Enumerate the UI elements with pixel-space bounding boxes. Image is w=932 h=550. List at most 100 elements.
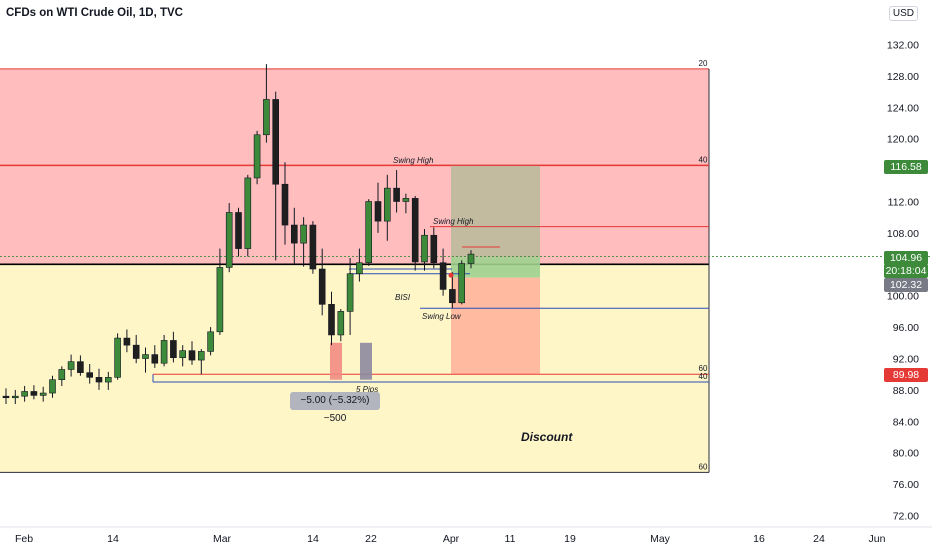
candle	[58, 369, 66, 380]
candle	[421, 234, 428, 263]
candle	[2, 395, 10, 399]
y-tick-label: 124.00	[887, 102, 919, 114]
pips-marker	[330, 342, 342, 380]
target-box	[451, 165, 540, 258]
candle	[467, 253, 475, 264]
candle	[67, 361, 75, 370]
candle	[439, 262, 447, 290]
stop-box	[451, 277, 540, 375]
candle	[30, 391, 38, 396]
candle	[160, 340, 168, 364]
candle	[49, 379, 56, 394]
y-tick-label: 120.00	[887, 134, 919, 146]
y-tick-label: 108.00	[887, 228, 919, 240]
y-tick-label: 132.00	[887, 40, 919, 52]
swing-low-label: Swing Low	[422, 312, 462, 321]
candle	[449, 289, 456, 304]
fib-level-label: 40	[699, 372, 708, 381]
candle	[328, 304, 335, 336]
y-tick-label: 80.00	[893, 448, 919, 460]
candle	[244, 177, 252, 249]
x-tick-label: 11	[505, 533, 516, 545]
discount-zone	[0, 264, 709, 473]
candle	[12, 395, 19, 399]
chart-title[interactable]: CFDs on WTI Crude Oil, 1D, TVC	[6, 7, 183, 19]
candle	[337, 311, 345, 336]
entry-price-label: 102.32	[884, 278, 928, 292]
candle	[272, 99, 280, 185]
current-price-label: 104.96	[884, 251, 928, 265]
candle	[151, 354, 159, 364]
swing-high-1-label: Swing High	[393, 156, 434, 165]
candle	[198, 351, 205, 361]
x-tick-label: 19	[564, 533, 576, 545]
candle	[39, 392, 47, 396]
candle	[356, 262, 363, 275]
candle	[216, 267, 224, 333]
y-tick-label: 112.00	[888, 197, 919, 209]
x-tick-label: 14	[307, 533, 319, 545]
y-tick-label: 72.00	[893, 511, 919, 523]
y-tick-label: 76.00	[893, 479, 919, 491]
y-tick-label: 100.00	[887, 291, 919, 303]
x-tick-label: Mar	[213, 533, 232, 545]
candle	[281, 183, 289, 226]
candle	[21, 391, 28, 397]
stop-price-label: 89.98	[884, 368, 928, 382]
y-tick-label: 128.00	[887, 71, 919, 83]
candle	[290, 224, 298, 244]
x-tick-label: 16	[753, 533, 765, 545]
y-tick-label: 88.00	[893, 385, 919, 397]
candle	[374, 201, 382, 222]
discount-label: Discount	[521, 430, 573, 444]
x-tick-label: Feb	[15, 533, 33, 545]
candle	[402, 198, 410, 202]
candle	[411, 198, 419, 263]
candle	[188, 350, 196, 361]
candle	[253, 134, 261, 179]
candle	[225, 212, 233, 268]
entry-dot	[448, 272, 454, 278]
candle	[393, 187, 400, 202]
candle	[235, 212, 242, 249]
measure-tooltip: −5.00 (−5.32%) −500	[290, 392, 380, 424]
candle	[132, 344, 140, 359]
candle	[458, 263, 466, 304]
candle	[179, 350, 186, 359]
pips-marker-2	[360, 342, 372, 380]
target-price-label: 116.58	[884, 160, 928, 174]
candle	[142, 354, 149, 359]
y-tick-label: 96.00	[893, 322, 919, 334]
fib-level-label: 60	[699, 364, 708, 373]
candle	[383, 187, 391, 222]
swing-high-2-label: Swing High	[433, 217, 474, 226]
y-tick-label: 84.00	[893, 416, 919, 428]
x-tick-label: May	[650, 533, 671, 545]
x-tick-label: 24	[813, 533, 825, 545]
candle	[365, 201, 373, 264]
candle	[207, 331, 214, 352]
candle	[318, 268, 326, 305]
candle	[300, 224, 307, 244]
candle	[430, 234, 438, 264]
x-tick-label: Apr	[443, 533, 460, 545]
bisi-label: BISI	[395, 293, 411, 302]
candle	[114, 337, 121, 378]
candle	[77, 361, 84, 373]
fib-level-label: 40	[699, 155, 708, 164]
candle	[86, 372, 93, 378]
y-tick-label: 92.00	[893, 354, 919, 366]
premium-zone	[0, 68, 709, 265]
candle	[263, 99, 270, 136]
countdown-label: 20:18:04	[884, 264, 928, 278]
candle	[170, 340, 177, 359]
candle	[95, 377, 103, 383]
candle	[346, 273, 354, 312]
x-tick-label: 14	[107, 533, 119, 545]
fib-level-label: 60	[699, 462, 708, 471]
fib-level-label: 20	[699, 59, 708, 68]
pips-label: 5 Pips	[356, 385, 378, 394]
currency-badge[interactable]: USD	[888, 6, 918, 21]
x-tick-label: 22	[365, 533, 377, 545]
